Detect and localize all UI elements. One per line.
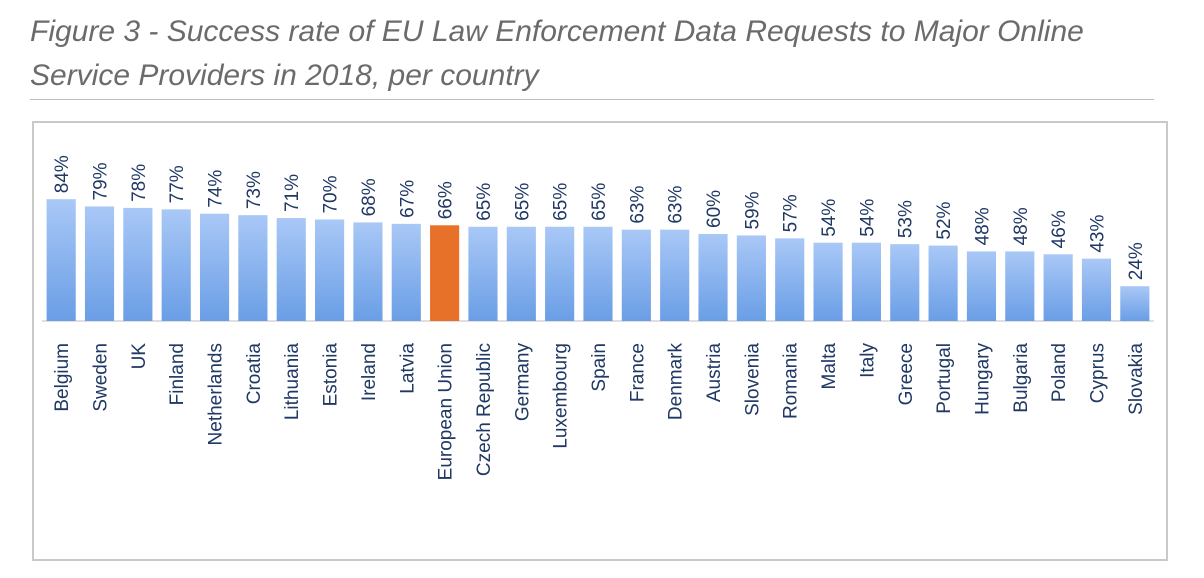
data-label: 57% [781, 194, 802, 232]
chart-frame: 84% Belgium 79% Sweden 78% UK 77% Finland 74% Net… [32, 121, 1168, 561]
bar-belgium [46, 199, 76, 321]
figure-title: Figure 3 - Success rate of EU Law Enforc… [30, 15, 1084, 92]
x-tick-label: Finland [167, 343, 188, 405]
bar-germany [506, 226, 536, 321]
x-tick-label: Malta [819, 343, 840, 390]
bar-lithuania [276, 218, 306, 321]
x-tick-label: Austria [704, 343, 725, 403]
data-label: 24% [1126, 242, 1147, 280]
title-divider [30, 99, 1154, 100]
x-tick-label: Slovakia [1126, 343, 1147, 415]
x-tick-label: Bulgaria [1011, 343, 1032, 413]
data-label: 52% [934, 201, 955, 239]
x-tick-label: Romania [781, 343, 802, 419]
bar-latvia [391, 223, 421, 321]
data-label: 63% [627, 186, 648, 224]
data-label: 59% [742, 191, 763, 229]
data-label: 65% [589, 183, 610, 221]
data-label: 63% [666, 186, 687, 224]
data-label: 48% [972, 207, 993, 245]
data-label: 65% [512, 183, 533, 221]
x-tick-label: UK [129, 343, 150, 370]
data-label: 78% [129, 164, 150, 202]
bar-sweden [84, 206, 115, 321]
x-tick-label: Germany [512, 343, 533, 422]
x-tick-label: Latvia [397, 343, 418, 394]
bar-greece [890, 244, 920, 321]
data-label: 71% [282, 174, 303, 212]
data-label: 74% [206, 170, 227, 208]
bar-portugal [928, 245, 958, 321]
bar-czech-republic [468, 226, 498, 321]
x-tick-label: Greece [896, 343, 917, 405]
x-tick-label: Hungary [972, 343, 993, 415]
bar-uk [123, 207, 153, 321]
data-label: 65% [474, 183, 495, 221]
bar-luxembourg [545, 226, 575, 321]
data-label: 60% [704, 190, 725, 228]
data-label: 48% [1011, 207, 1032, 245]
bar-spain [583, 226, 613, 321]
bar-netherlands [199, 213, 230, 321]
x-tick-label: European Union [436, 343, 457, 480]
x-tick-label: Estonia [321, 343, 342, 407]
data-label: 70% [321, 175, 342, 213]
data-label: 79% [91, 162, 112, 200]
x-tick-label: Spain [589, 343, 610, 392]
data-label: 54% [857, 199, 878, 237]
bar-bulgaria [1005, 251, 1035, 321]
bar-hungary [966, 251, 997, 321]
bar-ireland [353, 222, 383, 321]
x-tick-label: France [627, 343, 648, 402]
x-tick-label: Ireland [359, 343, 380, 401]
x-tick-label: Slovenia [742, 343, 763, 416]
data-label: 65% [551, 183, 572, 221]
bar-italy [851, 242, 881, 321]
x-tick-label: Sweden [91, 343, 112, 412]
data-label: 84% [52, 155, 73, 193]
x-tick-label: Portugal [934, 343, 955, 414]
x-tick-label: Lithuania [282, 343, 303, 421]
bar-estonia [315, 219, 345, 321]
bar-romania [775, 238, 805, 321]
bar-denmark [660, 229, 690, 321]
x-tick-label: Poland [1049, 343, 1070, 402]
bar-poland [1043, 254, 1073, 321]
x-tick-label: Netherlands [206, 343, 227, 445]
bar-austria [698, 234, 728, 321]
bar-croatia [238, 215, 268, 321]
x-tick-label: Czech Republic [474, 343, 495, 476]
x-tick-label: Croatia [244, 343, 265, 405]
bar-slovakia [1120, 286, 1150, 321]
data-label: 46% [1049, 210, 1070, 248]
bar-cyprus [1081, 258, 1112, 321]
bar-malta [813, 242, 843, 321]
x-tick-label: Italy [857, 343, 878, 378]
data-label: 43% [1087, 215, 1108, 253]
x-tick-label: Cyprus [1087, 343, 1108, 403]
bar-france [621, 229, 651, 321]
data-label: 66% [436, 181, 457, 219]
data-label: 73% [244, 171, 265, 209]
bar-european-union [430, 225, 460, 321]
x-tick-label: Luxembourg [551, 343, 572, 449]
bar-finland [161, 209, 191, 321]
data-label: 67% [397, 180, 418, 218]
x-tick-label: Denmark [666, 343, 687, 421]
x-tick-label: Belgium [52, 343, 73, 412]
data-label: 53% [896, 200, 917, 238]
data-label: 54% [819, 199, 840, 237]
bar-chart: 84% Belgium 79% Sweden 78% UK 77% Finland 74% Net… [42, 155, 1154, 480]
bar-slovenia [736, 235, 766, 321]
data-label: 77% [167, 165, 188, 203]
data-label: 68% [359, 178, 380, 216]
